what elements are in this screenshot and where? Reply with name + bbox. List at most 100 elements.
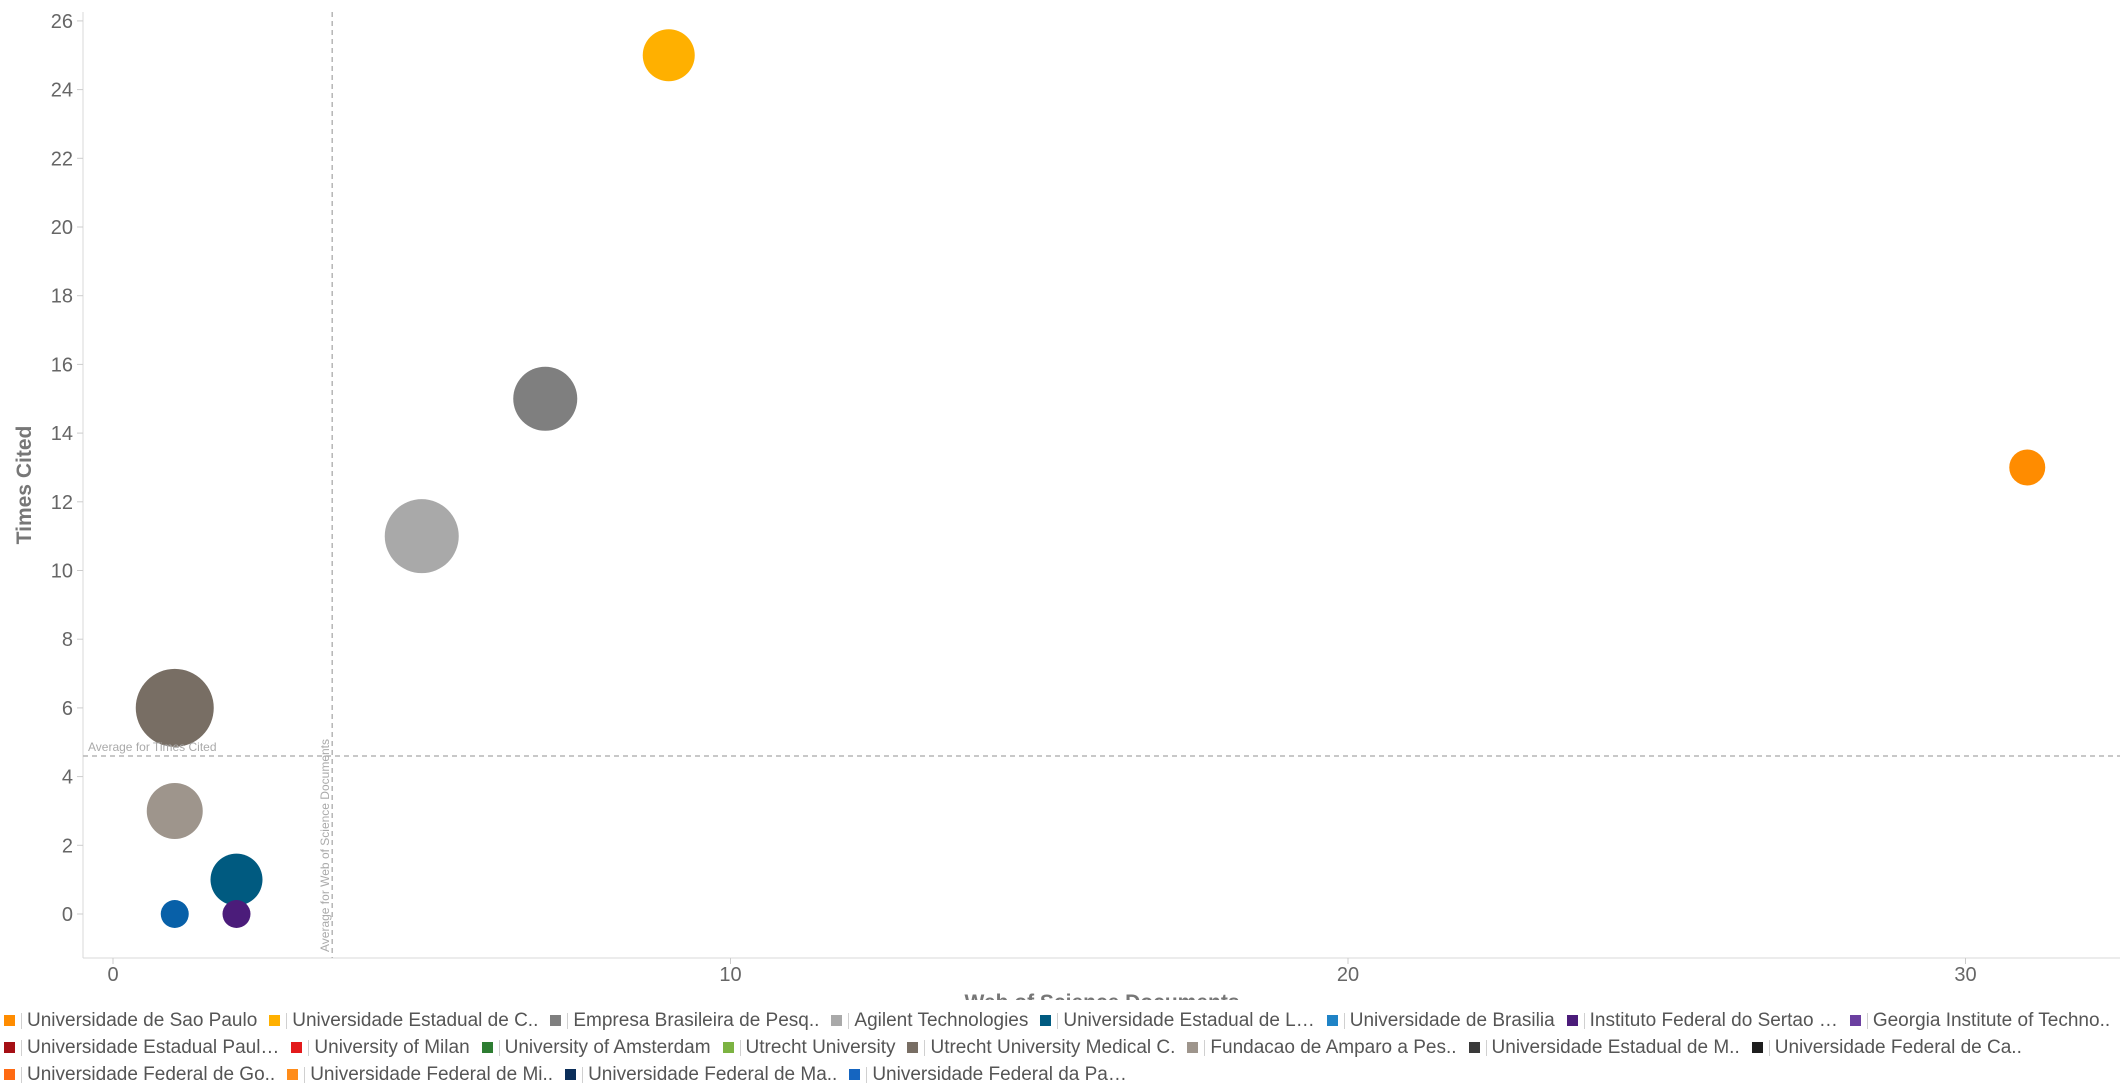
y-tick-label: 16 <box>51 354 73 376</box>
legend-label: University of Amsterdam <box>504 1036 711 1058</box>
x-tick-label: 20 <box>1337 964 1359 986</box>
legend-label: University of Milan <box>314 1036 470 1058</box>
x-tick-label: 0 <box>107 964 118 986</box>
data-point <box>222 900 251 928</box>
y-tick-label: 2 <box>62 835 73 857</box>
legend-separator <box>304 1066 306 1083</box>
legend-label: Utrecht University Medical C. <box>930 1036 1176 1058</box>
legend-item[interactable]: Agilent Technologies <box>827 1010 1028 1032</box>
legend-item[interactable]: Universidade Estadual de M.. <box>1465 1037 1740 1059</box>
legend-item[interactable]: Fundacao de Amparo a Pes.. <box>1183 1037 1457 1059</box>
legend-label: Universidade Federal de Ca.. <box>1774 1036 2022 1058</box>
legend-separator <box>866 1066 868 1083</box>
legend-label: Agilent Technologies <box>854 1009 1029 1031</box>
legend-separator <box>1343 1012 1345 1029</box>
x-axis-title: Web of Science Documents <box>964 991 1239 1000</box>
legend-swatch <box>907 1042 919 1053</box>
y-tick-label: 14 <box>51 423 73 445</box>
legend-separator <box>1204 1039 1206 1056</box>
legend-swatch <box>565 1069 577 1080</box>
y-tick-label: 18 <box>51 286 73 308</box>
legend-label: Universidade Federal da Pa… <box>872 1063 1127 1085</box>
legend-separator <box>1057 1012 1059 1029</box>
legend-swatch <box>4 1015 15 1026</box>
y-tick-label: 26 <box>51 11 73 33</box>
legend-item[interactable]: Utrecht University Medical C. <box>903 1037 1175 1059</box>
data-point <box>210 853 263 906</box>
legend-row: Universidade de Sao Paulo Universidade Es… <box>0 1007 2127 1034</box>
data-point <box>135 668 214 747</box>
legend-item[interactable]: Georgia Institute of Techno.. <box>1846 1010 2110 1032</box>
y-tick-label: 10 <box>51 561 73 583</box>
legend-label: Universidade Estadual de L… <box>1063 1009 1315 1031</box>
legend-label: Universidade Federal de Go.. <box>27 1063 276 1085</box>
y-tick-label: 12 <box>51 492 73 514</box>
legend-item[interactable]: Instituto Federal do Sertao … <box>1563 1010 1838 1032</box>
legend-row: Universidade Federal de Go.. Universidade… <box>0 1061 2127 1088</box>
legend-item[interactable]: Universidade Estadual de L… <box>1036 1009 1315 1032</box>
legend-separator <box>582 1066 584 1083</box>
legend-swatch <box>291 1042 303 1053</box>
legend-label: Universidade Estadual de M.. <box>1491 1036 1740 1058</box>
x-tick-label: 30 <box>1954 964 1976 986</box>
legend-swatch <box>1751 1042 1763 1053</box>
legend-swatch <box>1326 1015 1338 1026</box>
data-point <box>160 900 189 928</box>
data-point <box>513 366 578 431</box>
legend-separator <box>567 1012 569 1029</box>
legend-separator <box>308 1039 310 1056</box>
legend-separator <box>21 1012 22 1029</box>
legend-swatch <box>1566 1015 1578 1026</box>
legend-separator <box>924 1039 926 1056</box>
x-tick-label: 10 <box>719 964 741 986</box>
legend-label: Instituto Federal do Sertao … <box>1589 1009 1838 1031</box>
legend-swatch <box>1040 1015 1052 1026</box>
legend-separator <box>739 1039 741 1056</box>
legend-swatch <box>1849 1015 1861 1026</box>
legend-separator <box>21 1039 22 1056</box>
legend-item[interactable]: Utrecht University <box>719 1036 896 1059</box>
legend-label: Utrecht University <box>745 1036 896 1058</box>
data-point <box>2009 449 2046 486</box>
legend-item[interactable]: Universidade Estadual de C.. <box>265 1010 538 1032</box>
legend-swatch <box>722 1042 734 1053</box>
y-tick-label: 6 <box>62 698 73 720</box>
legend-swatch <box>1468 1042 1480 1053</box>
legend-separator <box>1866 1012 1868 1029</box>
legend-swatch <box>550 1015 562 1026</box>
legend-item[interactable]: Universidade Federal de Go.. <box>0 1064 275 1086</box>
legend-item[interactable]: Universidade de Sao Paulo <box>0 1010 257 1032</box>
y-axis-title: Times Cited <box>13 426 36 545</box>
legend-swatch <box>1187 1042 1199 1053</box>
legend-swatch <box>4 1042 15 1053</box>
legend-separator <box>1583 1012 1585 1029</box>
legend-item[interactable]: Universidade de Brasilia <box>1323 1010 1555 1032</box>
legend-label: Universidade de Sao Paulo <box>27 1009 258 1031</box>
legend-separator <box>1485 1039 1487 1056</box>
legend-swatch <box>849 1069 861 1080</box>
legend-item[interactable]: Empresa Brasileira de Pesq.. <box>546 1010 819 1032</box>
legend-item[interactable]: University of Milan <box>287 1036 470 1059</box>
legend-label: Universidade Federal de Mi.. <box>310 1063 554 1085</box>
legend-item[interactable]: Universidade Federal da Pa… <box>845 1064 1127 1086</box>
average-times-cited-label: Average for Times Cited <box>88 740 217 754</box>
legend-label: Georgia Institute of Techno.. <box>1872 1009 2111 1031</box>
legend-swatch <box>269 1015 281 1026</box>
legend-item[interactable]: Universidade Federal de Ma.. <box>561 1064 837 1086</box>
legend-separator <box>498 1039 500 1056</box>
legend-item[interactable]: Universidade Federal de Mi.. <box>283 1064 553 1086</box>
scatter-chart: 024681012141618202224260102030Web of Sci… <box>13 11 2120 1000</box>
legend-label: Universidade Estadual Paul… <box>27 1036 280 1058</box>
y-tick-label: 22 <box>51 148 73 170</box>
legend-label: Universidade de Brasilia <box>1349 1009 1555 1031</box>
legend-swatch <box>481 1042 493 1053</box>
legend-item[interactable]: Universidade Federal de Ca.. <box>1748 1037 2022 1059</box>
legend-separator <box>286 1012 288 1029</box>
y-tick-label: 24 <box>51 80 73 102</box>
y-tick-label: 20 <box>51 217 73 239</box>
legend-item[interactable]: University of Amsterdam <box>478 1037 711 1059</box>
data-point <box>146 782 203 839</box>
legend-separator <box>21 1066 22 1083</box>
legend-item[interactable]: Universidade Estadual Paul… <box>0 1037 279 1059</box>
legend-row: Universidade Estadual Paul… University of… <box>0 1034 2127 1061</box>
